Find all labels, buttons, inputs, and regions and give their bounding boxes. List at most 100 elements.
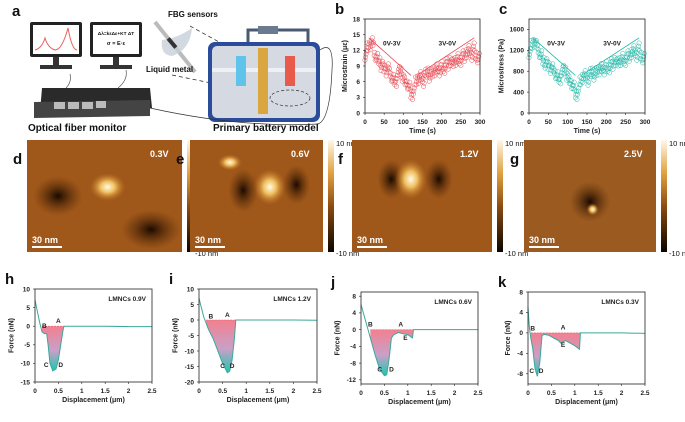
data-point <box>399 70 405 76</box>
data-point <box>365 48 371 54</box>
point-label-a: A <box>225 312 230 319</box>
x-tick-label: 300 <box>640 119 651 126</box>
x-tick-label: 0 <box>363 119 367 126</box>
data-point <box>432 73 437 79</box>
data-point <box>575 88 581 94</box>
data-point <box>610 66 616 72</box>
y-tick-label: 1200 <box>510 48 525 55</box>
y-axis-label: Force (nN) <box>8 318 15 353</box>
trend-arrow-down <box>532 37 576 76</box>
panel-label-b: b <box>335 1 344 18</box>
data-point <box>559 70 565 76</box>
data-point <box>383 65 389 71</box>
panel-label-g: g <box>510 151 519 168</box>
point-label-e: E <box>561 342 566 349</box>
data-point <box>426 78 432 84</box>
chart-b: b 0V-3V 3V-0V 0 50 100 150 200 250 300 0 3 6 9 12 15 18 T… <box>335 1 486 135</box>
y-tick-label: 1600 <box>510 27 525 34</box>
panel-label-h: h <box>5 271 14 288</box>
data-point <box>606 62 612 68</box>
x-tick-label: 250 <box>455 119 466 126</box>
afm-panel-g: g 2.5V 30 nm 10 nm -10 nm <box>510 139 685 258</box>
data-point <box>468 49 474 55</box>
x-tick-label: 150 <box>417 119 428 126</box>
data-point <box>601 72 607 78</box>
data-point <box>534 37 539 43</box>
data-point <box>404 78 410 84</box>
data-point <box>394 76 400 81</box>
x-tick-label: 150 <box>582 119 593 126</box>
data-point <box>641 51 647 56</box>
panel-a-schematic: a Δλ=kεΔε+KT ΔT σ = E·ε Optical fiber mo… <box>12 3 333 134</box>
data-point <box>384 70 390 76</box>
data-point <box>378 68 384 74</box>
data-point <box>412 82 418 88</box>
point-label-b: B <box>42 323 47 330</box>
scale-bar-label: 30 nm <box>195 235 221 245</box>
data-point <box>413 82 419 88</box>
adhesion-area <box>370 329 414 376</box>
y-tick-label: -15 <box>21 379 31 386</box>
data-point <box>438 61 444 67</box>
data-point <box>380 58 386 64</box>
y-tick-label: -5 <box>24 342 30 349</box>
afm-depression <box>424 159 453 200</box>
y-axis-label: Force (nN) <box>505 321 512 356</box>
x-tick-label: 2 <box>292 388 296 395</box>
y-axis-label: Force (nN) <box>334 321 341 356</box>
x-tick-label: 2 <box>620 390 624 397</box>
data-point <box>637 48 643 54</box>
adhesion-area <box>530 332 581 377</box>
data-point <box>375 51 380 56</box>
colorbar <box>661 140 667 252</box>
data-point <box>421 83 426 89</box>
data-point <box>566 73 572 79</box>
data-point <box>636 40 642 46</box>
x-axis-label: Displacement (μm) <box>555 399 618 406</box>
panel-label-k: k <box>498 274 507 291</box>
y-tick-label: 0 <box>356 110 360 117</box>
data-point <box>452 58 458 64</box>
x-tick-label: 200 <box>436 119 447 126</box>
charts-layer: b0V-3V 3V-0V0 50 100 150 200 250 3000369121518T… <box>5 1 651 406</box>
data-point <box>615 63 621 69</box>
data-point <box>633 49 639 55</box>
data-point <box>386 61 391 67</box>
x-tick-label: 0.5 <box>218 388 227 395</box>
data-point <box>410 96 416 102</box>
liquid-metal-label: Liquid metal <box>146 65 193 74</box>
data-point <box>563 69 569 75</box>
data-point <box>407 79 413 85</box>
data-point <box>536 47 542 53</box>
annotation-0v-3v: 0V-3V <box>383 40 401 47</box>
data-point <box>437 73 443 79</box>
data-point <box>406 82 412 88</box>
optical-fiber-monitor-caption: Optical fiber monitor <box>28 123 126 134</box>
colorbar-max-label: 10 nm <box>669 139 685 148</box>
data-point <box>392 79 398 85</box>
data-point <box>527 52 532 57</box>
data-point <box>442 70 448 76</box>
data-point <box>391 71 397 77</box>
x-tick-label: 200 <box>601 119 612 126</box>
x-tick-label: 0 <box>33 388 37 395</box>
plot-frame <box>527 291 646 385</box>
colorbar-max-label: 10 nm <box>505 139 526 148</box>
data-point <box>440 69 446 75</box>
data-point <box>558 73 564 79</box>
y-tick-label: -4 <box>350 344 356 351</box>
annotation-3v-0v: 3V-0V <box>603 40 621 47</box>
battery-model-caption: Primary battery model <box>213 123 319 134</box>
data-point <box>630 46 636 52</box>
afm-panel-e: e 0.6V 30 nm 10 nm -10 nm <box>176 139 359 258</box>
data-point <box>633 53 639 59</box>
data-point <box>635 46 641 52</box>
data-point <box>562 64 568 70</box>
y-tick-label: 12 <box>353 48 361 55</box>
data-point <box>374 54 380 60</box>
data-point <box>582 71 588 77</box>
y-tick-label: -10 <box>185 348 195 355</box>
data-point <box>429 74 435 80</box>
data-point <box>569 86 575 91</box>
